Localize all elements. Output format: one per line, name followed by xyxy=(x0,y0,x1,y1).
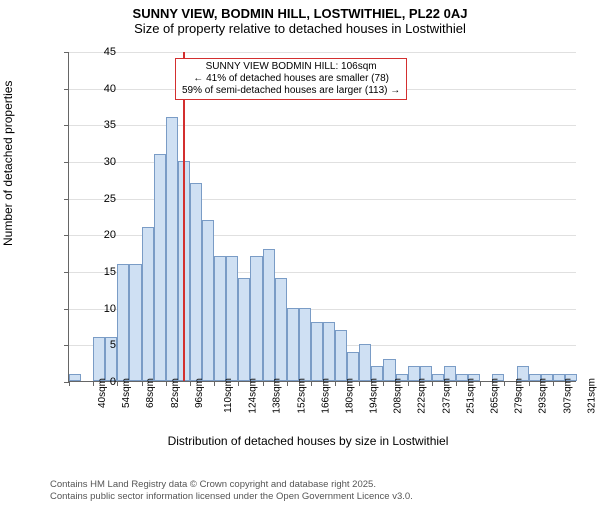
x-tick-label: 279sqm xyxy=(514,378,525,414)
x-tick-mark xyxy=(166,381,167,386)
histogram-bar xyxy=(287,308,299,381)
x-tick-label: 251sqm xyxy=(465,378,476,414)
x-tick-mark xyxy=(263,381,264,386)
x-tick-mark xyxy=(142,381,143,386)
x-tick-mark xyxy=(480,381,481,386)
chart-subtitle: Size of property relative to detached ho… xyxy=(0,21,600,36)
histogram-bar xyxy=(129,264,141,381)
y-tick-mark xyxy=(64,272,69,273)
histogram-bar xyxy=(117,264,129,381)
x-tick-label: 96sqm xyxy=(194,378,205,408)
x-tick-mark xyxy=(408,381,409,386)
histogram-bar xyxy=(142,227,154,381)
x-tick-mark xyxy=(504,381,505,386)
x-tick-label: 293sqm xyxy=(538,378,549,414)
x-tick-label: 307sqm xyxy=(562,378,573,414)
x-tick-mark xyxy=(117,381,118,386)
x-tick-mark xyxy=(529,381,530,386)
histogram-bar xyxy=(347,352,359,381)
histogram-bar xyxy=(263,249,275,381)
y-tick-mark xyxy=(64,52,69,53)
x-tick-label: 208sqm xyxy=(393,378,404,414)
x-tick-label: 222sqm xyxy=(417,378,428,414)
x-axis-label: Distribution of detached houses by size … xyxy=(28,434,588,448)
gridline xyxy=(69,125,576,126)
x-tick-label: 166sqm xyxy=(320,378,331,414)
y-tick-label: 30 xyxy=(86,156,116,168)
histogram-bar xyxy=(250,256,262,381)
x-tick-mark xyxy=(335,381,336,386)
y-tick-label: 10 xyxy=(86,303,116,315)
y-tick-label: 40 xyxy=(86,83,116,95)
x-tick-label: 82sqm xyxy=(170,378,181,408)
x-tick-label: 110sqm xyxy=(223,378,234,413)
histogram-bar xyxy=(69,374,81,381)
y-tick-label: 0 xyxy=(86,376,116,388)
histogram-bar xyxy=(190,183,202,381)
plot-area: 40sqm54sqm68sqm82sqm96sqm110sqm124sqm138… xyxy=(68,52,576,382)
x-tick-mark xyxy=(311,381,312,386)
annotation-line-3: 59% of semi-detached houses are larger (… xyxy=(182,85,400,97)
x-tick-label: 321sqm xyxy=(586,378,597,414)
y-tick-mark xyxy=(64,309,69,310)
y-tick-mark xyxy=(64,125,69,126)
y-tick-label: 25 xyxy=(86,193,116,205)
y-tick-mark xyxy=(64,235,69,236)
histogram-bar xyxy=(335,330,347,381)
x-tick-label: 194sqm xyxy=(369,378,380,414)
x-tick-mark xyxy=(359,381,360,386)
y-tick-mark xyxy=(64,199,69,200)
annotation-line-2: ← 41% of detached houses are smaller (78… xyxy=(182,73,400,85)
x-tick-label: 265sqm xyxy=(490,378,501,414)
x-tick-label: 180sqm xyxy=(344,378,355,414)
x-tick-mark xyxy=(432,381,433,386)
x-tick-mark xyxy=(214,381,215,386)
y-tick-mark xyxy=(64,89,69,90)
histogram-bar xyxy=(226,256,238,381)
y-tick-label: 5 xyxy=(86,339,116,351)
y-axis-label: Number of detached properties xyxy=(1,81,15,246)
x-tick-mark xyxy=(69,381,70,386)
y-tick-label: 45 xyxy=(86,46,116,58)
y-tick-label: 15 xyxy=(86,266,116,278)
y-tick-label: 20 xyxy=(86,229,116,241)
x-tick-mark xyxy=(190,381,191,386)
marker-line xyxy=(183,52,185,381)
histogram-bar xyxy=(311,322,323,381)
histogram-bar xyxy=(154,154,166,381)
x-tick-label: 124sqm xyxy=(248,378,259,414)
x-tick-label: 68sqm xyxy=(145,378,156,408)
x-tick-mark xyxy=(238,381,239,386)
x-tick-mark xyxy=(383,381,384,386)
histogram-bar xyxy=(323,322,335,381)
attribution: Contains HM Land Registry data © Crown c… xyxy=(50,479,413,502)
chart-container: Number of detached properties 40sqm54sqm… xyxy=(28,46,588,446)
histogram-bar xyxy=(202,220,214,381)
histogram-bar xyxy=(299,308,311,381)
annotation-line-1: SUNNY VIEW BODMIN HILL: 106sqm xyxy=(182,61,400,73)
gridline xyxy=(69,162,576,163)
x-tick-label: 54sqm xyxy=(121,378,132,408)
x-tick-mark xyxy=(456,381,457,386)
gridline xyxy=(69,52,576,53)
x-tick-label: 152sqm xyxy=(296,378,307,414)
histogram-bar xyxy=(214,256,226,381)
y-tick-mark xyxy=(64,162,69,163)
y-tick-label: 35 xyxy=(86,119,116,131)
histogram-bar xyxy=(238,278,250,381)
histogram-bar xyxy=(359,344,371,381)
attribution-line-1: Contains HM Land Registry data © Crown c… xyxy=(50,479,413,490)
x-tick-label: 237sqm xyxy=(441,378,452,414)
chart-title: SUNNY VIEW, BODMIN HILL, LOSTWITHIEL, PL… xyxy=(0,6,600,21)
histogram-bar xyxy=(275,278,287,381)
x-tick-mark xyxy=(553,381,554,386)
y-tick-mark xyxy=(64,345,69,346)
attribution-line-2: Contains public sector information licen… xyxy=(50,491,413,502)
x-tick-label: 138sqm xyxy=(272,378,283,414)
annotation-box: SUNNY VIEW BODMIN HILL: 106sqm← 41% of d… xyxy=(175,58,407,100)
gridline xyxy=(69,199,576,200)
x-tick-mark xyxy=(287,381,288,386)
histogram-bar xyxy=(166,117,178,381)
